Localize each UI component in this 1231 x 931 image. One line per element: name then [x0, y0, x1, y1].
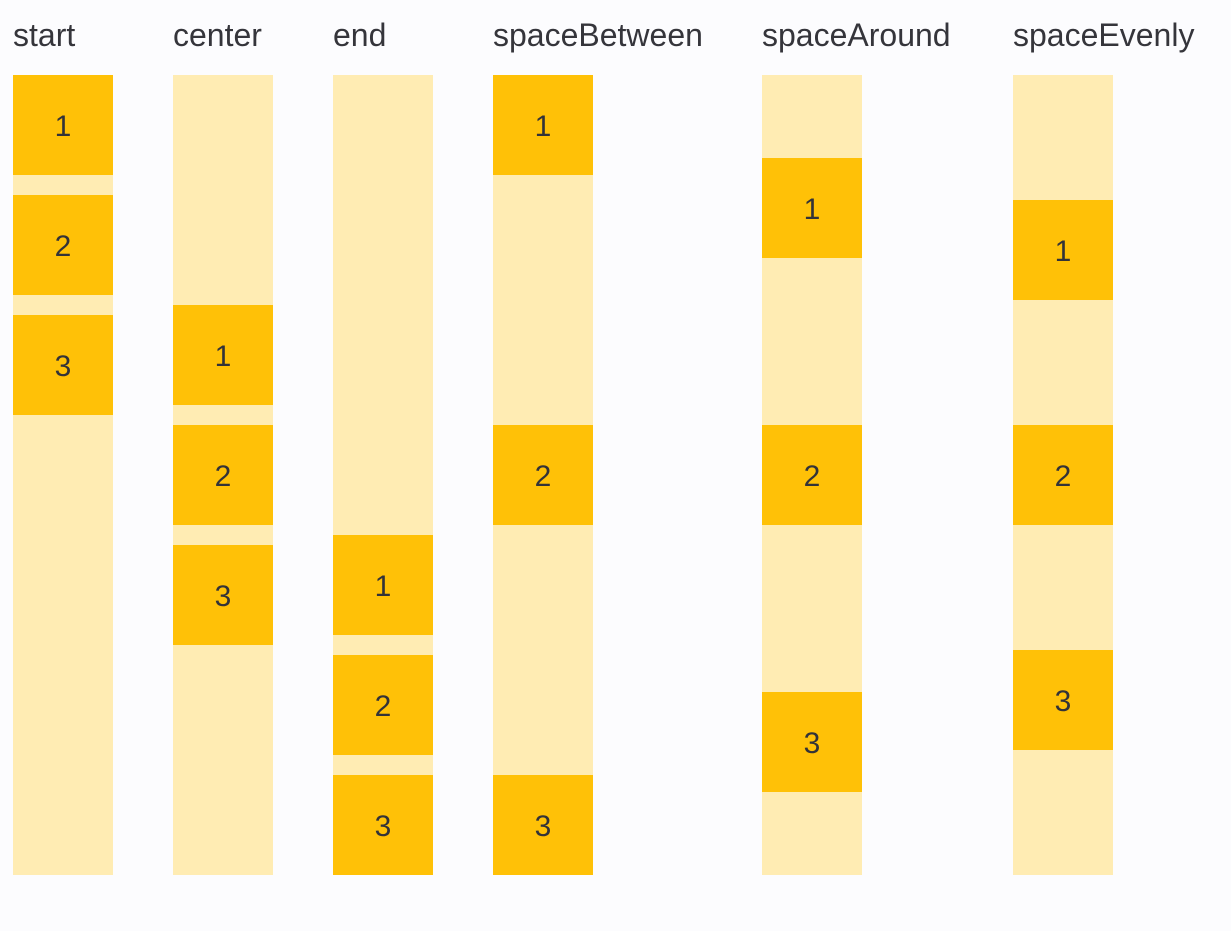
column-space-between-track: 1 2 3: [493, 75, 593, 875]
flex-item: 2: [493, 425, 593, 525]
flex-item: 1: [13, 75, 113, 175]
column-space-between: spaceBetween 1 2 3: [493, 0, 703, 875]
flex-item-number: 2: [374, 690, 392, 723]
flex-item: 1: [333, 535, 433, 635]
column-space-evenly-track: 1 2 3: [1013, 75, 1113, 875]
flex-item-number: 1: [803, 193, 821, 227]
flex-item-number: 2: [214, 460, 232, 493]
flex-item: 2: [762, 424, 862, 525]
flex-item: 3: [333, 775, 433, 875]
column-space-around-label: spaceAround: [762, 17, 951, 53]
column-end-track: 1 2 3: [333, 75, 433, 875]
flex-item: 1: [493, 75, 593, 175]
column-center: center 1 2 3: [173, 0, 273, 875]
flex-item-number: 1: [214, 340, 232, 373]
column-space-evenly-label: spaceEvenly: [1013, 17, 1195, 53]
flex-item-number: 2: [54, 230, 72, 263]
flex-item: 3: [493, 775, 593, 875]
flex-item-number: 3: [374, 810, 392, 843]
flex-item-number: 1: [1054, 235, 1072, 268]
flex-item: 2: [1013, 425, 1113, 525]
flex-item-number: 1: [374, 570, 392, 603]
flex-item-number: 3: [534, 810, 552, 843]
flex-item: 2: [173, 425, 273, 525]
flex-item: 1: [173, 305, 273, 405]
column-start-track: 1 2 3: [13, 75, 113, 875]
column-space-around-track: 1 2 3: [762, 75, 862, 875]
flex-item: 3: [13, 315, 113, 415]
flex-item-number: 1: [534, 110, 552, 143]
flex-item: 3: [762, 691, 862, 792]
flex-item-number: 1: [54, 110, 72, 143]
flex-item: 1: [1013, 200, 1113, 300]
flex-item: 2: [13, 195, 113, 295]
column-start: start 1 2 3: [13, 0, 113, 875]
flex-item: 3: [173, 545, 273, 645]
flex-item: 2: [333, 655, 433, 755]
column-space-between-label: spaceBetween: [493, 17, 703, 53]
flex-item: 3: [1013, 650, 1113, 750]
flex-item-number: 2: [1054, 460, 1072, 493]
column-space-around: spaceAround 1 2 3: [762, 0, 951, 875]
flex-item: 1: [762, 158, 862, 259]
flex-item-number: 3: [214, 580, 232, 613]
column-end: end 1 2 3: [333, 0, 433, 875]
flex-item-number: 3: [1054, 685, 1072, 718]
column-start-label: start: [13, 17, 76, 53]
flex-item-number: 2: [534, 460, 552, 493]
column-space-evenly: spaceEvenly 1 2 3: [1013, 0, 1195, 875]
flex-item-number: 3: [803, 726, 821, 760]
flex-item-number: 3: [54, 350, 72, 383]
column-end-label: end: [333, 17, 387, 53]
column-center-label: center: [173, 17, 262, 53]
flex-item-number: 2: [803, 459, 821, 493]
column-center-track: 1 2 3: [173, 75, 273, 875]
